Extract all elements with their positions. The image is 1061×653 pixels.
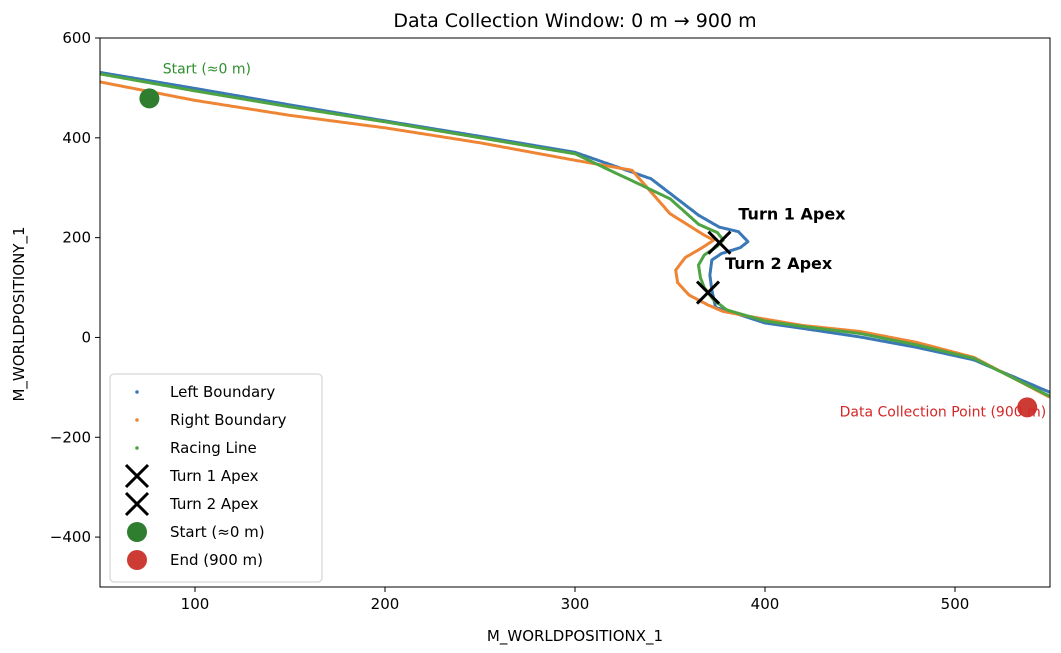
marker-turn-2-apex bbox=[695, 280, 721, 305]
legend-racing-line-swatch bbox=[135, 446, 139, 450]
legend-end-900-m-swatch bbox=[127, 550, 147, 570]
legend-end-900-m-label: End (900 m) bbox=[170, 551, 263, 569]
annotation-turn-1-apex: Turn 1 Apex bbox=[738, 205, 846, 224]
axes: 100 200 300 400 500 600 400 200 0 −200 −400 bbox=[50, 29, 1051, 613]
legend-turn-2-apex-label: Turn 2 Apex bbox=[169, 495, 259, 513]
annotation-start-0-m: Start (≈0 m) bbox=[163, 61, 251, 77]
point-racing-line-902 bbox=[1047, 394, 1050, 398]
legend: Left Boundary Right Boundary Racing Line Tu… bbox=[109, 373, 323, 583]
series-left-boundary bbox=[100, 70, 1050, 394]
legend-right-boundary-swatch bbox=[135, 418, 139, 422]
y-axis-label: M_WORLDPOSITIONY_1 bbox=[10, 226, 29, 401]
series-right-boundary bbox=[100, 80, 1050, 399]
annotation-turn-2-apex: Turn 2 Apex bbox=[725, 254, 833, 273]
marker-end-900-m bbox=[1017, 397, 1038, 418]
y-tick-label-neg200: −200 bbox=[50, 428, 91, 446]
y-tick-label-neg400: −400 bbox=[50, 528, 91, 546]
x-tick-label-200: 200 bbox=[371, 595, 400, 613]
legend-turn-1-apex-swatch-stroke-b bbox=[124, 463, 150, 489]
marker-turn-1-apex bbox=[707, 230, 732, 255]
x-tick-label-300: 300 bbox=[561, 595, 590, 613]
plot-area bbox=[100, 70, 1050, 399]
legend-turn-2-apex-swatch bbox=[124, 491, 150, 517]
y-tick-label-400: 400 bbox=[62, 129, 91, 147]
legend-racing-line-label: Racing Line bbox=[170, 439, 257, 457]
x-tick-label-500: 500 bbox=[941, 595, 970, 613]
y-tick-label-0: 0 bbox=[81, 328, 91, 346]
legend-left-boundary-swatch bbox=[135, 390, 139, 394]
legend-turn-1-apex-swatch bbox=[124, 463, 150, 489]
x-axis-label: M_WORLDPOSITIONX_1 bbox=[487, 627, 663, 646]
x-tick-label-100: 100 bbox=[181, 595, 210, 613]
markers bbox=[139, 88, 1038, 418]
annotation-data-collection-point-900-m: Data Collection Point (900 m) bbox=[840, 404, 1047, 420]
marker-turn-1-apex-stroke-b bbox=[707, 230, 732, 255]
marker-start-0-m bbox=[139, 88, 160, 109]
legend-left-boundary-label: Left Boundary bbox=[170, 383, 275, 401]
y-tick-label-600: 600 bbox=[62, 29, 91, 47]
legend-turn-2-apex-swatch-stroke-b bbox=[124, 491, 150, 517]
point-left-boundary-928 bbox=[1047, 390, 1050, 394]
series-racing-line bbox=[100, 72, 1050, 398]
x-tick-label-400: 400 bbox=[751, 595, 780, 613]
legend-start-0-m-swatch bbox=[127, 522, 147, 542]
annotations: Start (≈0 m) Turn 1 Apex Turn 2 Apex Data C… bbox=[163, 61, 1046, 420]
legend-box bbox=[109, 373, 323, 583]
marker-turn-2-apex-stroke-b bbox=[695, 280, 721, 305]
chart-title: Data Collection Window: 0 m → 900 m bbox=[393, 10, 756, 32]
legend-start-0-m-label: Start (≈0 m) bbox=[170, 523, 265, 541]
y-tick-label-200: 200 bbox=[62, 229, 91, 247]
legend-right-boundary-label: Right Boundary bbox=[170, 411, 287, 429]
legend-turn-1-apex-label: Turn 1 Apex bbox=[169, 467, 259, 485]
